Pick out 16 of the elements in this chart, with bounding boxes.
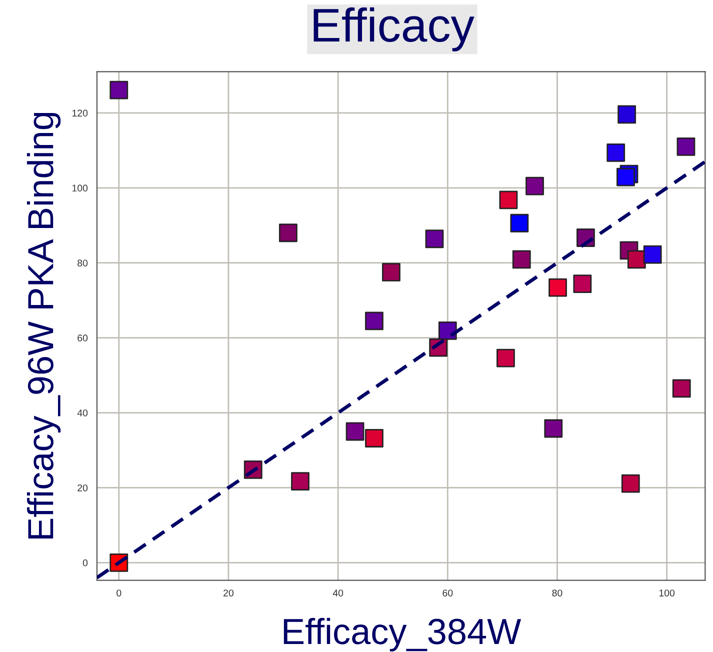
y-tick-label: 60 [78, 334, 88, 342]
y-axis-title: Efficacy_96W PKA Binding [26, 112, 61, 538]
y-tick-label: 40 [77, 409, 88, 416]
x-tick-label: 80 [552, 590, 562, 596]
x-tick-label: 20 [224, 590, 234, 596]
x-tick-label: 100 [659, 590, 675, 596]
x-axis-title: Efficacy_384W [284, 618, 522, 652]
y-tick-label: 80 [78, 260, 88, 266]
y-tick-label: 120 [72, 110, 88, 117]
y-tick-label: 0 [82, 559, 88, 566]
x-tick-label: 40 [332, 590, 344, 596]
x-tick-label: 60 [442, 590, 453, 596]
x-tick-label: 0 [116, 590, 122, 596]
chart-title: Efficacy [314, 7, 474, 52]
y-tick-label: 100 [72, 184, 88, 192]
y-tick-label: 20 [78, 484, 88, 492]
